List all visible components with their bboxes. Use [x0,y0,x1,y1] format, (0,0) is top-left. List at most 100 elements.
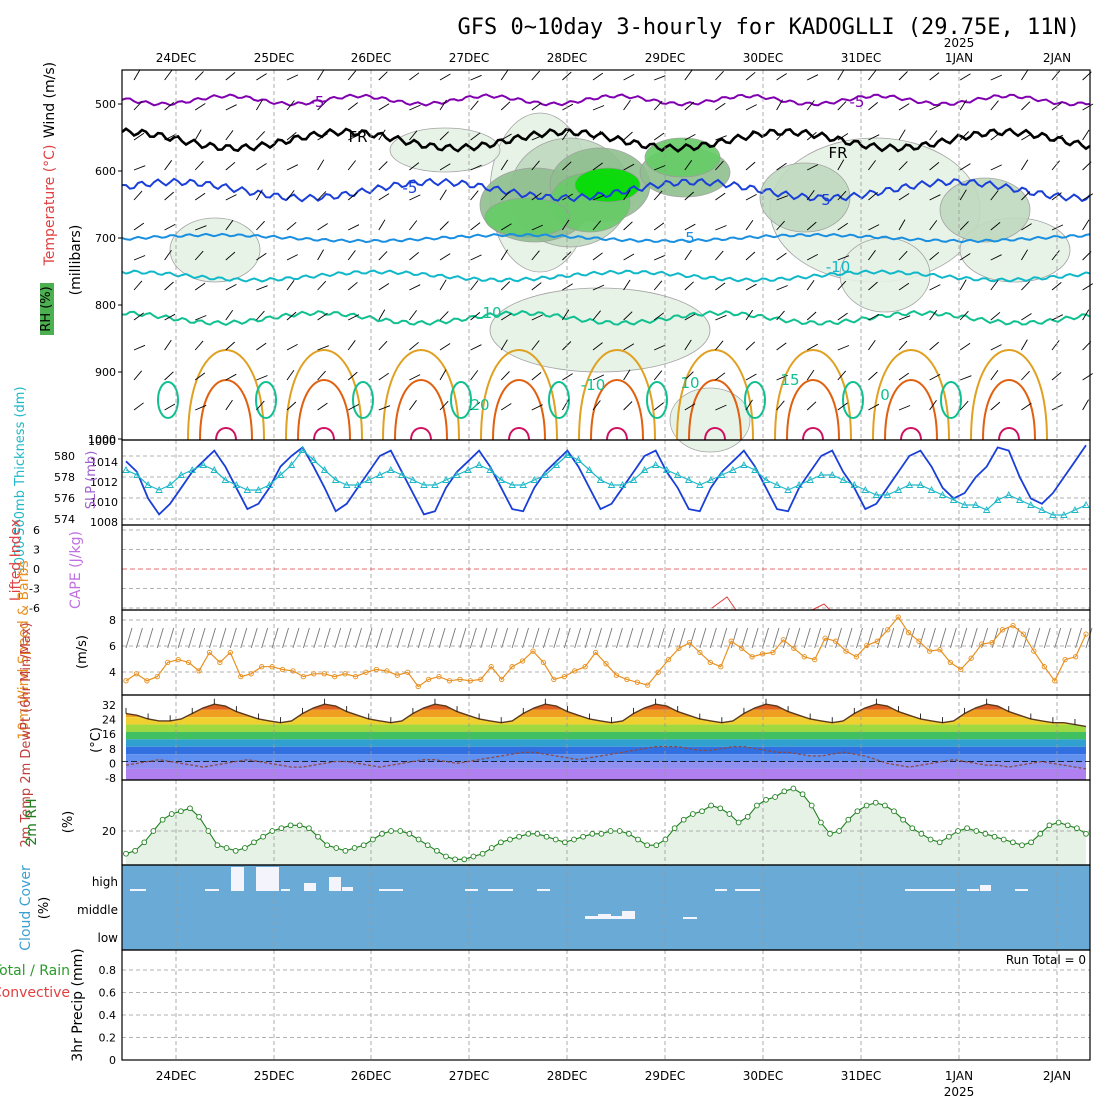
wind-barb [715,250,724,261]
date-label-top: 31DEC [841,51,881,65]
thickness-point [773,481,781,488]
wind-barb [286,74,299,81]
wind-speed-point [133,671,140,677]
thickness-point [673,471,682,478]
thickness-point [398,471,406,478]
wind-barb [317,69,325,81]
wind-barb [378,340,388,351]
millibars-ylabel: (millibars) [68,225,84,296]
wind-barb [409,130,418,141]
wind-barb [470,164,482,171]
surface-wind-barb [355,627,362,649]
surface-wind-barb [981,627,989,649]
wind-barb [1021,69,1029,81]
wind-barb [133,312,144,321]
contour-label: -10 [581,376,606,394]
wind-barb [378,309,386,321]
rh2m-point [1019,842,1025,849]
temp-band [126,746,1086,755]
cloud-high-box [231,867,244,891]
temperature-ylabel: Temperature (°C) [42,145,58,267]
wind-barb [684,371,694,381]
wind-barb [409,162,420,171]
wind-barb [806,343,818,351]
temp-line [125,703,1087,728]
wind-barb [256,131,266,141]
rh2m-point [507,836,513,843]
cloud-high-box [130,889,146,891]
panel-backgrounds [122,704,1090,950]
wind-barb [347,314,360,321]
wind-barb [562,161,572,171]
wind-barb [562,309,570,321]
wind-barb [225,373,237,381]
thickness-point [122,466,130,473]
panel-frames [40,69,1091,1061]
surface-wind-barb [313,627,321,649]
wind-speed-point [1052,678,1058,684]
rh2m-units: (%) [61,811,76,834]
wind-speed-point [979,641,985,647]
surface-wind-barb [240,627,248,649]
hottest-dome-1 [313,427,335,441]
rh2m-point [1083,830,1089,837]
wind-barb [133,190,143,201]
wind-barb [715,102,726,111]
wind-speed-point [363,669,369,675]
rh2m-point [827,830,833,837]
cloud-high-box [329,877,341,891]
wind-barb [898,250,908,261]
thickness-point [309,456,318,463]
cloud-high-box [304,883,316,891]
wind-barb [959,310,969,321]
wind-barb [531,224,543,231]
wind-barb [592,310,601,321]
dewpoint-line [125,746,1087,770]
wind-barb [470,100,479,111]
precip-tick: 0.2 [99,1032,117,1045]
thickness-point [320,466,329,473]
thickness-point [486,466,494,473]
surface-wind-barb [678,627,686,649]
wind-barb [409,252,419,261]
wind-barb [317,345,329,351]
rh2m-point [1046,822,1053,829]
wind-barb [1051,250,1060,261]
rh2m-point [726,811,733,817]
rh2m-point [461,856,468,863]
surface-wind-barb [918,627,926,649]
wind-barb [960,375,972,381]
thickness-point [861,486,870,493]
wind-barb [745,194,757,201]
wind-barb [898,282,910,291]
thickness-point [464,466,472,473]
surface-wind-barb [344,627,352,649]
thickness-point [596,476,605,483]
rh2m-ylabel: 2m RH [24,798,40,845]
wind-barb [378,283,390,291]
rh2m-point [141,839,148,846]
wind-tick: 8 [109,614,116,627]
pressure-tick: 700 [95,232,116,245]
wind-barb [990,164,1002,171]
wind-barb [439,131,449,141]
surface-wind-barb [1064,627,1072,649]
wind-barb [837,69,845,81]
wind-barb [164,371,174,381]
wind-barb [439,343,451,351]
wind-barb [684,101,695,111]
cloud-high-box [379,889,403,891]
wind-barb [317,101,327,111]
wind-speed-point [624,676,630,683]
precip-total-label: Total / Rain [0,963,70,979]
rh2m-point [589,830,596,837]
wind-barb [378,71,388,81]
wind-barb [592,130,602,141]
rh2m-point [388,828,394,834]
rh2m-point [909,825,916,832]
wind-barb [562,71,572,81]
cloud-high-box [256,867,279,891]
cloud-mid-box [585,916,598,919]
rh2m-point [754,802,760,809]
surface-wind-barb [449,627,456,649]
